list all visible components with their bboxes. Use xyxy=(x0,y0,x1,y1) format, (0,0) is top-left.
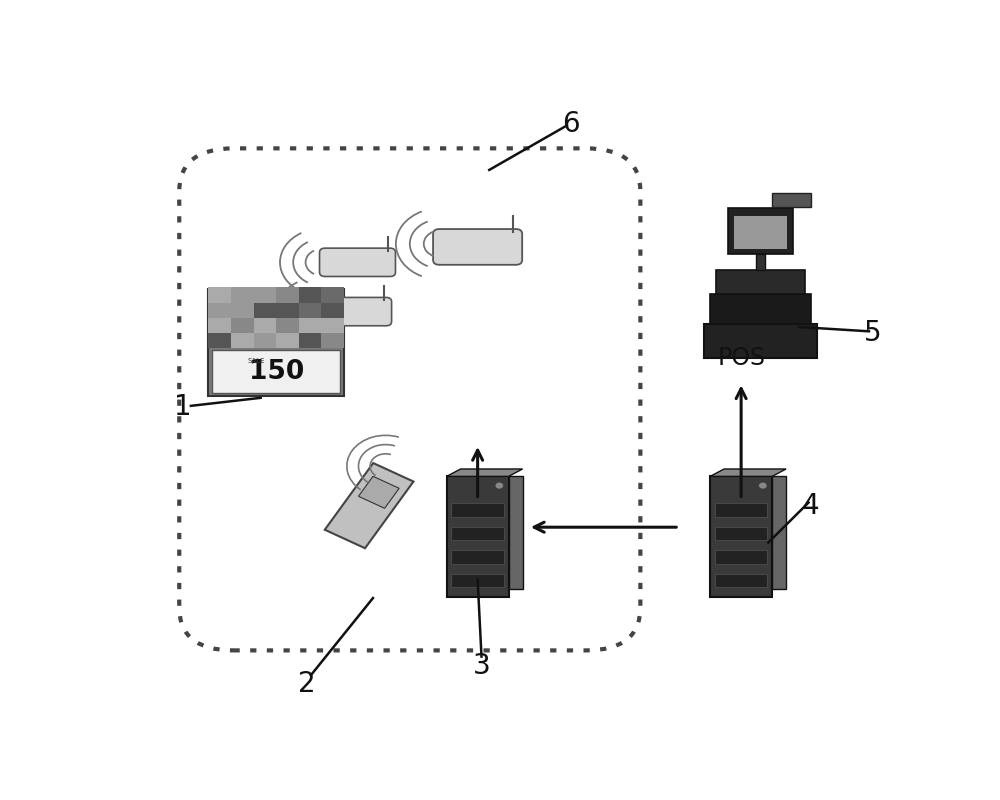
FancyBboxPatch shape xyxy=(254,333,276,348)
Polygon shape xyxy=(325,463,413,548)
FancyBboxPatch shape xyxy=(451,527,504,541)
FancyBboxPatch shape xyxy=(451,503,504,517)
FancyBboxPatch shape xyxy=(728,208,793,254)
FancyBboxPatch shape xyxy=(276,302,299,318)
FancyBboxPatch shape xyxy=(231,302,254,318)
FancyBboxPatch shape xyxy=(704,324,817,358)
Polygon shape xyxy=(710,469,786,476)
FancyBboxPatch shape xyxy=(299,318,321,333)
FancyBboxPatch shape xyxy=(756,254,765,270)
FancyBboxPatch shape xyxy=(254,287,276,302)
FancyBboxPatch shape xyxy=(509,476,523,589)
Circle shape xyxy=(759,482,767,489)
FancyBboxPatch shape xyxy=(208,333,231,348)
FancyBboxPatch shape xyxy=(276,333,299,348)
Text: 6: 6 xyxy=(562,110,579,138)
FancyBboxPatch shape xyxy=(715,550,767,564)
FancyBboxPatch shape xyxy=(321,318,344,333)
FancyBboxPatch shape xyxy=(321,302,344,318)
FancyBboxPatch shape xyxy=(715,574,767,587)
FancyBboxPatch shape xyxy=(254,302,276,318)
FancyBboxPatch shape xyxy=(451,574,504,587)
FancyBboxPatch shape xyxy=(231,318,254,333)
Polygon shape xyxy=(447,469,523,476)
FancyBboxPatch shape xyxy=(254,318,276,333)
FancyBboxPatch shape xyxy=(710,476,772,597)
FancyBboxPatch shape xyxy=(321,333,344,348)
FancyBboxPatch shape xyxy=(772,194,811,207)
FancyBboxPatch shape xyxy=(433,229,522,265)
Text: 150: 150 xyxy=(248,358,304,385)
FancyBboxPatch shape xyxy=(772,476,786,589)
FancyBboxPatch shape xyxy=(208,318,231,333)
FancyBboxPatch shape xyxy=(208,302,231,318)
FancyBboxPatch shape xyxy=(299,287,321,302)
FancyBboxPatch shape xyxy=(299,333,321,348)
FancyBboxPatch shape xyxy=(212,350,340,394)
FancyBboxPatch shape xyxy=(276,318,299,333)
Polygon shape xyxy=(358,476,399,508)
FancyBboxPatch shape xyxy=(451,550,504,564)
Circle shape xyxy=(495,482,503,489)
Text: POS: POS xyxy=(717,346,765,370)
Text: 4: 4 xyxy=(802,492,820,520)
FancyBboxPatch shape xyxy=(715,527,767,541)
FancyBboxPatch shape xyxy=(276,287,299,302)
FancyBboxPatch shape xyxy=(208,287,231,302)
FancyBboxPatch shape xyxy=(299,302,321,318)
Text: SALE: SALE xyxy=(248,358,266,364)
FancyBboxPatch shape xyxy=(716,270,805,294)
Text: 2: 2 xyxy=(298,670,316,698)
FancyBboxPatch shape xyxy=(447,476,509,597)
FancyBboxPatch shape xyxy=(710,294,811,324)
Text: 1: 1 xyxy=(174,393,192,421)
FancyBboxPatch shape xyxy=(734,215,787,250)
FancyBboxPatch shape xyxy=(321,287,344,302)
FancyBboxPatch shape xyxy=(320,248,395,277)
FancyBboxPatch shape xyxy=(231,287,254,302)
FancyBboxPatch shape xyxy=(316,298,392,326)
FancyBboxPatch shape xyxy=(208,289,344,396)
Text: 5: 5 xyxy=(864,319,882,347)
Text: 3: 3 xyxy=(473,652,490,680)
FancyBboxPatch shape xyxy=(231,333,254,348)
FancyBboxPatch shape xyxy=(715,503,767,517)
